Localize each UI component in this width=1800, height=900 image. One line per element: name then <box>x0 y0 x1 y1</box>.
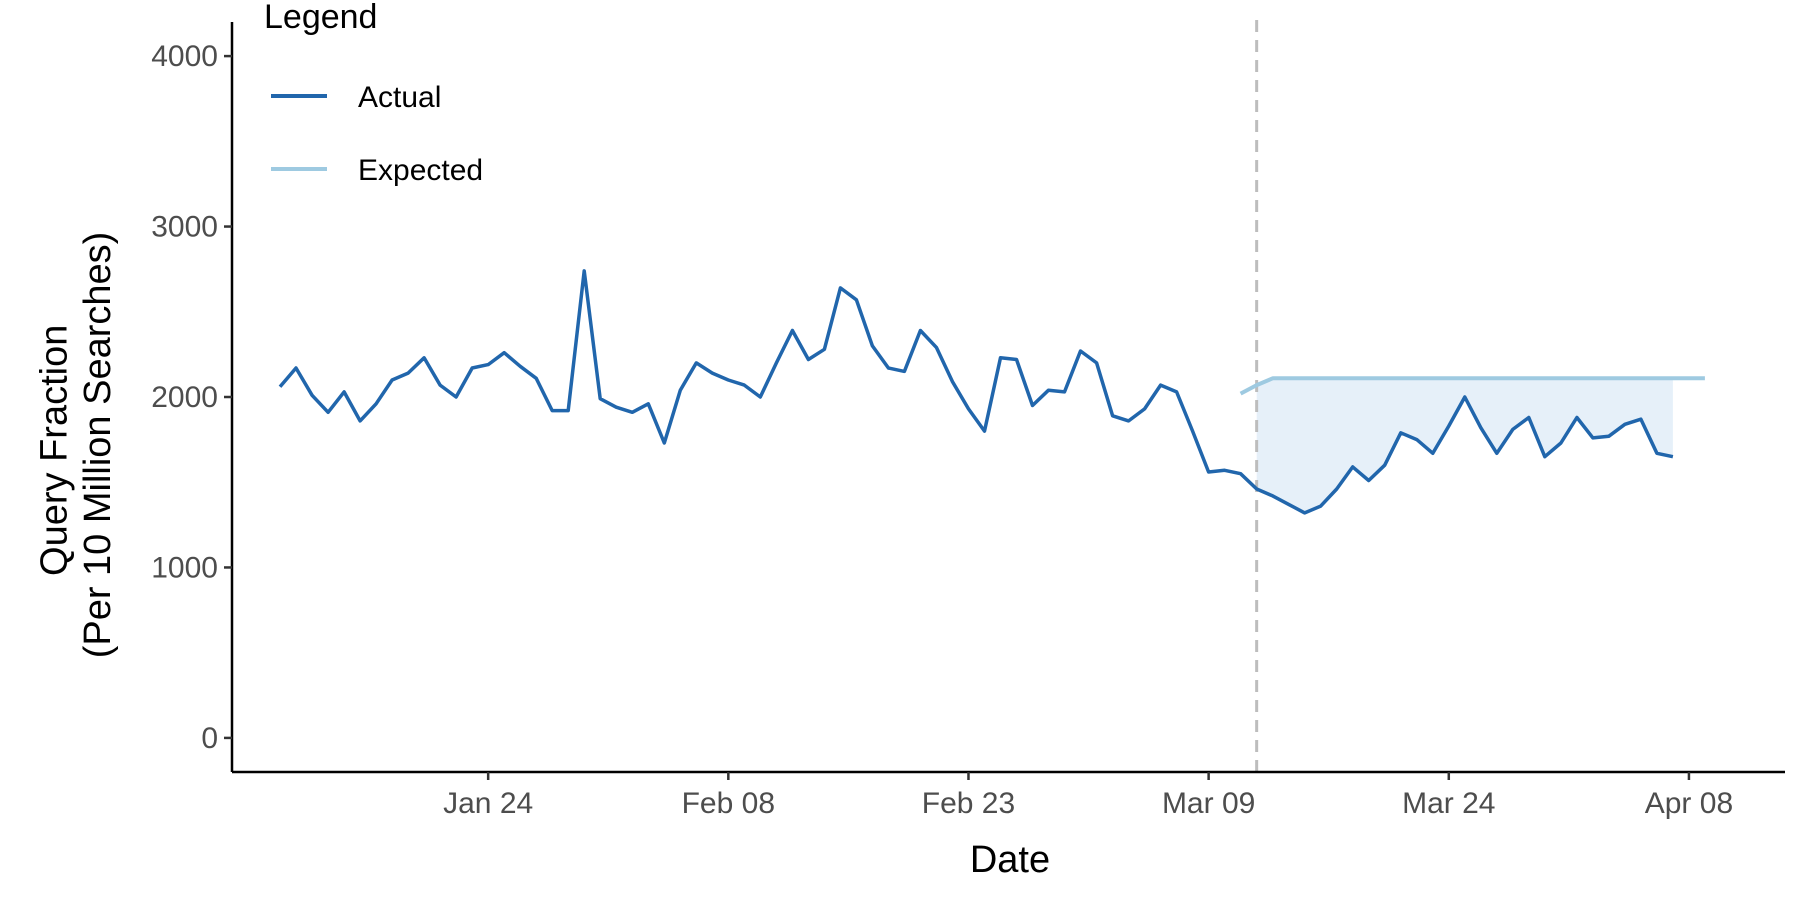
y-axis-title: Query Fraction (Per 10 Million Searches) <box>33 232 119 659</box>
y-tick-label: 1000 <box>151 551 218 584</box>
legend-title: Legend <box>264 0 377 36</box>
y-tick-label: 3000 <box>151 211 218 244</box>
y-axis-title-line-2: (Per 10 Million Searches) <box>77 232 119 659</box>
x-tick-label: Apr 08 <box>1645 787 1733 820</box>
x-tick-label: Feb 23 <box>922 787 1015 820</box>
x-tick-label: Mar 24 <box>1402 787 1495 820</box>
y-tick-label: 0 <box>201 722 218 755</box>
x-axis-ticks: Jan 24 Feb 08 Feb 23 Mar 09 Mar 24 Apr 08 <box>443 772 1733 820</box>
x-axis-title: Date <box>970 839 1050 881</box>
legend-label-actual: Actual <box>358 81 441 114</box>
y-axis-title-line-1: Query Fraction <box>33 325 75 576</box>
y-tick-label: 4000 <box>151 40 218 73</box>
y-tick-label: 2000 <box>151 381 218 414</box>
x-tick-label: Feb 08 <box>682 787 775 820</box>
x-tick-label: Mar 09 <box>1162 787 1255 820</box>
legend-label-expected: Expected <box>358 154 483 187</box>
y-axis-ticks: 0 1000 2000 3000 4000 <box>151 40 232 755</box>
legend: Legend Actual Expected <box>264 0 483 187</box>
x-tick-label: Jan 24 <box>443 787 533 820</box>
